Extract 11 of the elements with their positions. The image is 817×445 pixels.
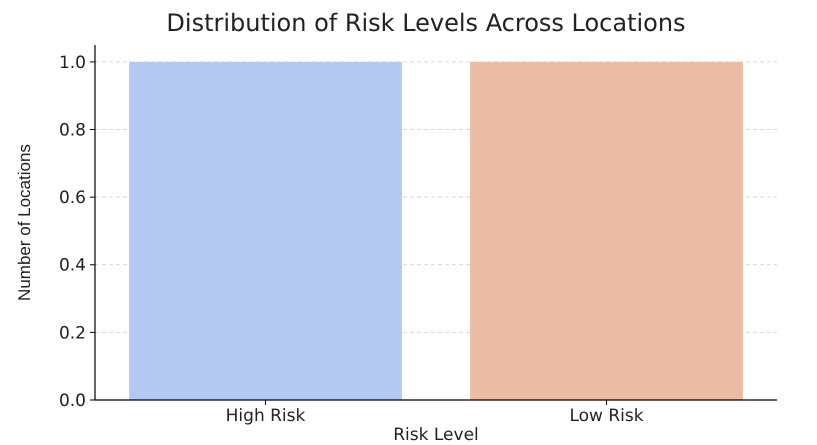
y-tick-label: 0.2 bbox=[58, 323, 86, 344]
y-tick-label: 0.6 bbox=[58, 188, 86, 208]
x-axis-title: Risk Level bbox=[393, 425, 479, 445]
y-tick-label: 0.8 bbox=[58, 120, 86, 140]
chart-title: Distribution of Risk Levels Across Locations bbox=[166, 9, 686, 37]
y-tick-label: 0.0 bbox=[58, 390, 86, 411]
y-axis-title: Number of Locations bbox=[15, 144, 34, 301]
y-tick-label: 1.0 bbox=[58, 52, 86, 73]
x-tick-label: Low Risk bbox=[569, 406, 644, 426]
y-tick-label: 0.4 bbox=[58, 256, 86, 276]
x-tick-label: High Risk bbox=[226, 406, 306, 426]
